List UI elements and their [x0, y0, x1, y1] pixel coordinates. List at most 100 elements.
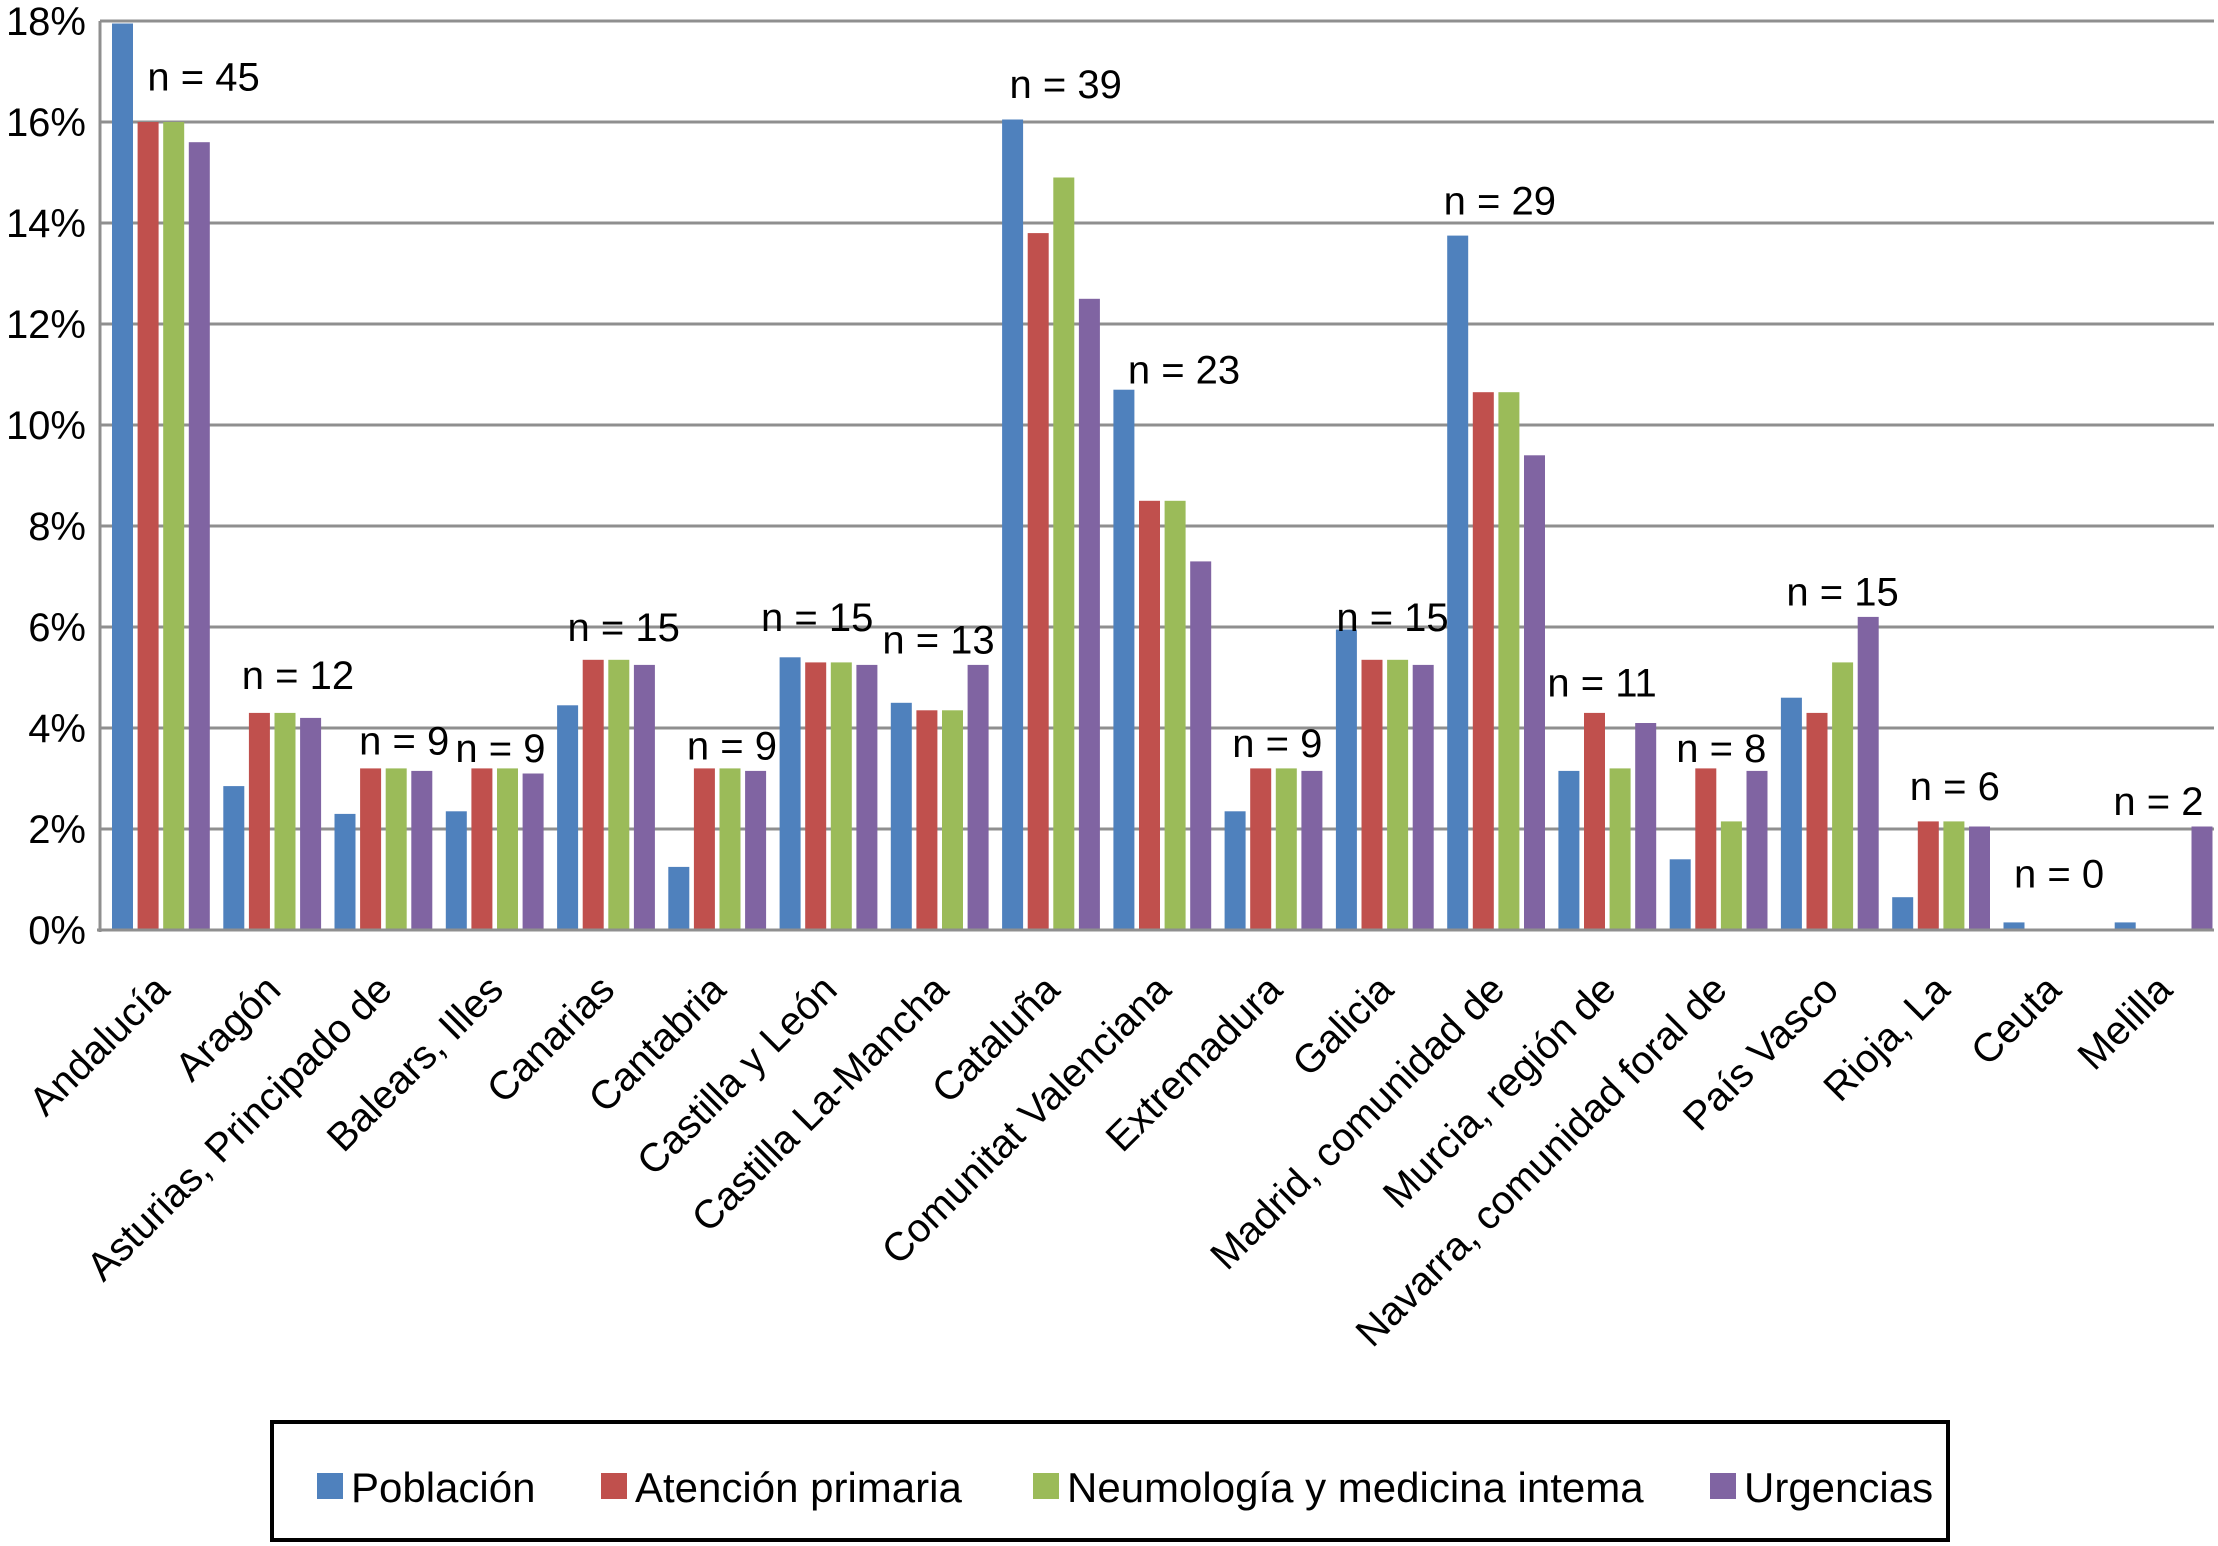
annotation-group-count-pais-vasco: n = 15 [1786, 571, 1898, 615]
bar-andalucia-neumologia-y-medicina-intema [163, 122, 185, 930]
x-axis-label-andalucia: Andalucía [21, 967, 178, 1124]
y-tick-label: 16% [6, 101, 86, 145]
bar-rioja-la-poblacion [1892, 897, 1914, 930]
y-tick-label: 0% [28, 909, 86, 953]
bar-rioja-la-atencion-primaria [1917, 821, 1939, 930]
bar-balears-illes-urgencias [522, 773, 544, 930]
annotation-group-count-asturias-principado-de: n = 9 [359, 720, 449, 764]
bar-melilla-poblacion [2114, 922, 2136, 930]
bar-madrid-comunidad-de-neumologia-y-medicina-intema [1498, 392, 1520, 930]
y-tick-label: 8% [28, 505, 86, 549]
bar-murcia-region-de-neumologia-y-medicina-intema [1609, 768, 1631, 930]
bar-madrid-comunidad-de-atencion-primaria [1472, 392, 1494, 930]
bar-navarra-comunidad-foral-de-poblacion [1669, 859, 1691, 930]
bar-asturias-principado-de-atencion-primaria [360, 768, 382, 930]
x-axis-label-melilla: Melilla [2069, 967, 2181, 1079]
bar-pais-vasco-neumologia-y-medicina-intema [1832, 662, 1854, 930]
annotation-group-count-rioja-la: n = 6 [1910, 765, 2000, 809]
legend-label-atencion-primaria: Atención primaria [635, 1464, 962, 1511]
bar-cataluna-neumologia-y-medicina-intema [1053, 177, 1075, 930]
bar-aragon-atencion-primaria [248, 712, 270, 930]
annotation-group-count-navarra-comunidad-foral-de: n = 8 [1676, 727, 1766, 771]
x-axis-label-ceuta: Ceuta [1963, 967, 2070, 1074]
bar-ceuta-poblacion [2003, 922, 2025, 930]
bar-castilla-la-mancha-atencion-primaria [916, 710, 938, 930]
bar-cantabria-urgencias [745, 770, 767, 930]
bar-galicia-poblacion [1335, 629, 1357, 930]
bar-galicia-neumologia-y-medicina-intema [1387, 659, 1409, 930]
bar-canarias-urgencias [633, 664, 655, 930]
annotation-group-count-ceuta: n = 0 [2014, 852, 2104, 896]
bar-balears-illes-poblacion [445, 811, 467, 930]
bar-galicia-urgencias [1412, 664, 1434, 930]
legend-swatch-neumologia-y-medicina-intema [1033, 1473, 1059, 1499]
bar-murcia-region-de-poblacion [1558, 770, 1580, 930]
annotation-group-count-aragon: n = 12 [242, 654, 354, 698]
legend-box [270, 1420, 1950, 1542]
bar-madrid-comunidad-de-poblacion [1447, 235, 1469, 931]
bar-andalucia-poblacion [112, 23, 133, 930]
bar-extremadura-urgencias [1301, 770, 1323, 930]
y-tick-label: 10% [6, 404, 86, 448]
annotation-group-count-cantabria: n = 9 [687, 725, 777, 769]
annotation-group-count-cataluna: n = 39 [1010, 63, 1122, 107]
bar-cantabria-atencion-primaria [693, 768, 715, 930]
bar-castilla-y-leon-poblacion [779, 657, 801, 930]
bar-comunitat-valenciana-poblacion [1113, 389, 1135, 930]
bar-balears-illes-atencion-primaria [471, 768, 493, 930]
bar-aragon-neumologia-y-medicina-intema [274, 712, 296, 930]
bar-murcia-region-de-atencion-primaria [1584, 712, 1605, 930]
annotation-group-count-murcia-region-de: n = 11 [1547, 662, 1656, 706]
bar-castilla-la-mancha-poblacion [890, 702, 912, 931]
bar-pais-vasco-urgencias [1857, 616, 1879, 930]
annotation-group-count-melilla: n = 2 [2113, 780, 2203, 824]
bar-navarra-comunidad-foral-de-atencion-primaria [1695, 768, 1717, 930]
bar-comunitat-valenciana-atencion-primaria [1139, 500, 1160, 931]
bar-canarias-neumologia-y-medicina-intema [608, 659, 630, 930]
bar-melilla-urgencias [2191, 826, 2213, 930]
annotation-group-count-galicia: n = 15 [1336, 596, 1448, 640]
annotation-group-count-castilla-la-mancha: n = 13 [882, 619, 994, 663]
annotation-group-count-andalucia: n = 45 [147, 56, 259, 100]
annotation-group-count-extremadura: n = 9 [1232, 722, 1322, 766]
bar-asturias-principado-de-poblacion [334, 813, 356, 930]
bar-navarra-comunidad-foral-de-neumologia-y-medicina-intema [1720, 821, 1742, 930]
legend-swatch-urgencias [1710, 1473, 1736, 1499]
bar-navarra-comunidad-foral-de-urgencias [1746, 770, 1768, 930]
bar-comunitat-valenciana-urgencias [1190, 561, 1212, 930]
legend-label-urgencias: Urgencias [1744, 1464, 1933, 1511]
bar-extremadura-atencion-primaria [1250, 768, 1272, 930]
bar-cantabria-poblacion [668, 866, 690, 930]
legend-swatch-poblacion [317, 1473, 343, 1499]
legend-swatch-atencion-primaria [601, 1473, 627, 1499]
legend-label-neumologia-y-medicina-intema: Neumología y medicina intema [1067, 1464, 1644, 1511]
bar-extremadura-neumologia-y-medicina-intema [1275, 768, 1297, 930]
annotation-group-count-comunitat-valenciana: n = 23 [1128, 349, 1240, 393]
y-tick-label: 18% [6, 0, 86, 44]
bar-pais-vasco-poblacion [1780, 697, 1802, 930]
bar-murcia-region-de-urgencias [1635, 723, 1657, 930]
bar-pais-vasco-atencion-primaria [1806, 712, 1828, 930]
bar-cataluna-poblacion [1002, 119, 1024, 930]
legend-label-poblacion: Población [351, 1464, 535, 1511]
bar-castilla-la-mancha-neumologia-y-medicina-intema [942, 710, 963, 930]
x-axis-label-rioja-la: Rioja, La [1815, 967, 1958, 1110]
annotation-group-count-madrid-comunidad-de: n = 29 [1444, 179, 1556, 223]
bar-canarias-poblacion [557, 705, 579, 930]
bar-castilla-y-leon-atencion-primaria [805, 662, 827, 930]
bar-aragon-urgencias [300, 717, 322, 930]
y-tick-label: 4% [28, 707, 86, 751]
bar-cataluna-urgencias [1078, 298, 1100, 931]
bar-galicia-atencion-primaria [1361, 659, 1383, 930]
bar-comunitat-valenciana-neumologia-y-medicina-intema [1164, 500, 1186, 931]
bar-rioja-la-urgencias [1969, 826, 1990, 930]
annotation-group-count-balears-illes: n = 9 [455, 727, 545, 771]
bar-canarias-atencion-primaria [582, 659, 604, 930]
bar-extremadura-poblacion [1224, 811, 1246, 930]
bar-castilla-y-leon-neumologia-y-medicina-intema [830, 662, 852, 930]
bar-balears-illes-neumologia-y-medicina-intema [497, 768, 518, 930]
y-tick-label: 12% [6, 303, 86, 347]
annotation-group-count-canarias: n = 15 [568, 606, 680, 650]
